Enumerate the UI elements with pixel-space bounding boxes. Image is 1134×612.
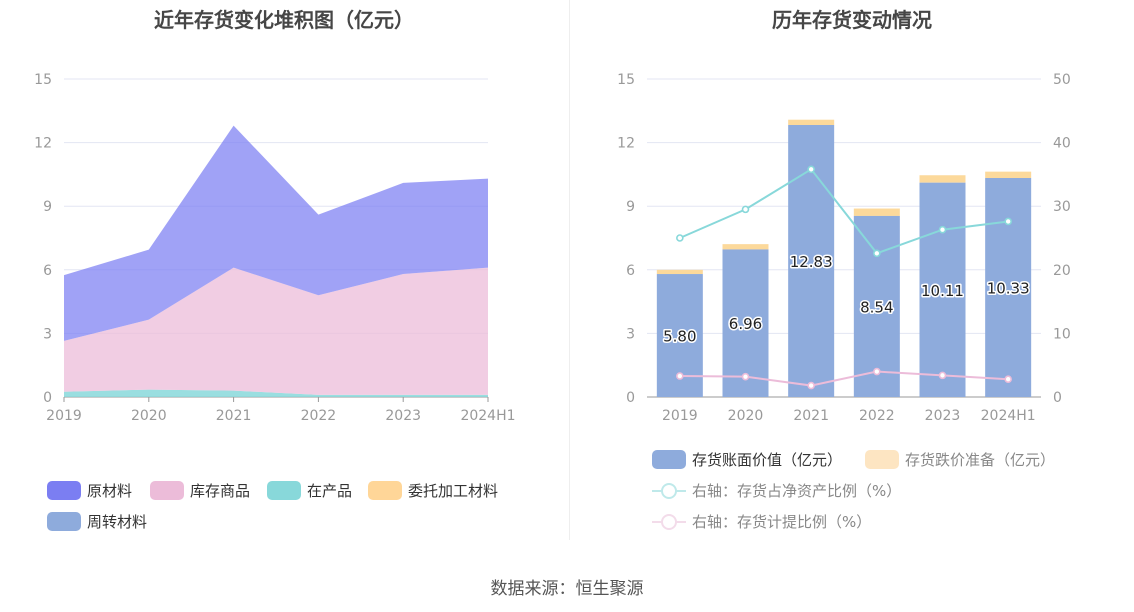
x-tick-label: 2023 <box>925 408 961 424</box>
legend-label: 右轴：存货占净资产比例（%） <box>692 482 902 500</box>
bar-value-label: 5.80 <box>663 328 696 346</box>
legend-label: 周转材料 <box>87 513 148 531</box>
legend-label: 右轴：存货计提比例（%） <box>692 513 872 531</box>
y-tick-label: 12 <box>617 136 635 152</box>
y-tick-label: 0 <box>43 390 52 406</box>
line-point <box>741 372 750 381</box>
line-provision-ratio <box>679 370 1009 387</box>
line-point <box>807 165 815 174</box>
bar-book-value <box>919 182 966 397</box>
bar-impairment <box>656 269 703 275</box>
bar-book-value <box>722 249 769 397</box>
legend-line-marker <box>652 481 686 500</box>
legend-label: 存货账面价值（亿元） <box>692 451 843 469</box>
legend-item-inventory-to-net-assets[interactable]: 右轴：存货占净资产比例（%） <box>652 480 901 501</box>
legend-item-provision-ratio[interactable]: 右轴：存货计提比例（%） <box>652 511 871 532</box>
legend-label: 库存商品 <box>190 482 251 500</box>
left-chart-title: 近年存货变化堆积图（亿元） <box>154 8 414 32</box>
x-tick-label: 2019 <box>46 408 82 424</box>
legend-swatch <box>47 481 81 500</box>
y-tick-label: 0 <box>626 390 635 406</box>
y-tick-label: 3 <box>626 326 635 342</box>
line-point <box>873 249 881 258</box>
bar-impairment <box>853 208 900 216</box>
y2-tick-label: 50 <box>1053 72 1071 88</box>
area-原材料 <box>64 125 488 341</box>
x-tick-label: 2020 <box>131 408 167 424</box>
legend-swatch <box>368 481 402 500</box>
y-tick-label: 9 <box>626 199 635 215</box>
line-point <box>676 372 684 380</box>
x-tick-label: 2021 <box>216 408 252 424</box>
x-tick-label: 2022 <box>301 408 337 424</box>
line-point <box>1004 217 1012 226</box>
legend-item-raw-materials[interactable]: 原材料 <box>47 480 132 501</box>
bar-line-chart: 0 3 6 9 12 15 0 10 20 30 40 50 5.80 6.96 12.83 8.54 10.1… <box>617 72 1071 424</box>
legend-swatch <box>652 450 686 469</box>
x-tick-label: 2023 <box>385 408 421 424</box>
line-point <box>807 381 815 390</box>
legend-item-work-in-progress[interactable]: 在产品 <box>267 480 352 501</box>
x-tick-label: 2024H1 <box>460 408 515 424</box>
line-point <box>741 205 750 214</box>
bar-impairment <box>722 244 769 250</box>
legend-swatch <box>47 512 81 531</box>
right-chart-title: 历年存货变动情况 <box>772 8 932 32</box>
y-tick-label: 9 <box>43 199 52 215</box>
data-source-note: 数据来源：恒生聚源 <box>490 579 644 599</box>
stacked-area-chart: 0 3 6 9 12 15 2019 2020 2021 2022 2023 2024H1 <box>34 72 515 424</box>
y-tick-label: 6 <box>43 263 52 279</box>
x-tick-label: 2019 <box>662 408 698 424</box>
y2-tick-label: 30 <box>1053 199 1071 215</box>
panel-divider <box>569 0 570 540</box>
x-tick-label: 2021 <box>793 408 829 424</box>
line-point <box>1004 375 1012 383</box>
y-tick-label: 6 <box>626 263 635 279</box>
bar-impairment <box>919 175 966 183</box>
y2-tick-label: 40 <box>1053 136 1071 152</box>
legend-item-book-value[interactable]: 存货账面价值（亿元） <box>652 449 842 470</box>
area-库存商品 <box>64 267 488 395</box>
legend-item-impairment[interactable]: 存货跌价准备（亿元） <box>865 449 1055 470</box>
bar-book-value <box>853 215 900 397</box>
y2-tick-label: 20 <box>1053 263 1071 279</box>
legend-swatch <box>865 450 899 469</box>
y-tick-label: 3 <box>43 326 52 342</box>
x-tick-label: 2024H1 <box>981 408 1036 424</box>
legend-label: 委托加工材料 <box>408 482 499 500</box>
y-tick-label: 15 <box>617 72 635 88</box>
x-tick-label: 2020 <box>728 408 764 424</box>
bar-impairment <box>788 119 835 126</box>
legend-item-consigned-materials[interactable]: 委托加工材料 <box>368 480 498 501</box>
legend-swatch <box>150 481 184 500</box>
bar-value-label: 10.33 <box>987 280 1030 298</box>
bar-impairment <box>985 171 1032 179</box>
bar-value-label: 8.54 <box>860 298 893 316</box>
line-point <box>676 234 684 242</box>
legend-item-finished-goods[interactable]: 库存商品 <box>150 480 250 501</box>
bar-book-value <box>985 178 1032 397</box>
line-point <box>938 225 947 234</box>
legend-label: 存货跌价准备（亿元） <box>905 451 1056 469</box>
line-point <box>873 367 881 376</box>
y-tick-label: 15 <box>34 72 52 88</box>
line-point <box>938 371 947 380</box>
line-inventory-to-net-assets <box>679 167 1009 255</box>
bar-value-label: 6.96 <box>729 315 762 333</box>
legend-item-turnover-materials[interactable]: 周转材料 <box>47 511 147 532</box>
bar-value-label: 12.83 <box>790 253 833 271</box>
legend-line-marker <box>652 512 686 531</box>
legend-label: 在产品 <box>307 482 353 500</box>
bar-value-label: 10.11 <box>921 282 964 300</box>
x-tick-label: 2022 <box>859 408 895 424</box>
legend-swatch <box>267 481 301 500</box>
y2-tick-label: 10 <box>1053 326 1071 342</box>
y2-tick-label: 0 <box>1053 390 1062 406</box>
area-在产品 <box>64 389 488 397</box>
y-tick-label: 12 <box>34 136 52 152</box>
legend-label: 原材料 <box>87 482 133 500</box>
